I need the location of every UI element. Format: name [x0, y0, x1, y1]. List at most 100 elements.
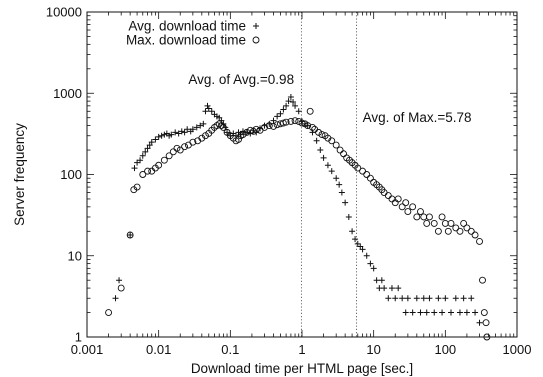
data-point-avg [295, 108, 302, 115]
y-tick-label: 1 [75, 330, 82, 345]
data-point-max [291, 117, 299, 125]
reference-lines [300, 12, 358, 337]
data-point-max [184, 141, 192, 149]
data-point-max [298, 119, 306, 127]
data-point-avg [476, 319, 483, 326]
data-point-avg [345, 213, 352, 220]
data-point-avg [463, 309, 470, 316]
x-tick-label: 0.1 [221, 342, 239, 357]
data-point-max [479, 276, 486, 284]
data-point-max [304, 122, 312, 130]
legend-label-avg: Avg. download time [128, 19, 246, 34]
data-point-max [363, 171, 371, 178]
data-point-max [332, 141, 340, 149]
data-point-max [467, 227, 475, 235]
data-point-avg [317, 147, 324, 154]
data-point-max [398, 203, 406, 211]
data-point-avg [352, 236, 359, 243]
data-point-avg [370, 265, 377, 272]
data-point-avg [283, 102, 290, 109]
data-point-avg [131, 165, 138, 172]
series-max-download-time [105, 107, 491, 341]
data-point-max [295, 117, 303, 125]
data-series [105, 93, 491, 341]
data-point-avg [472, 309, 479, 316]
data-point-avg [431, 309, 438, 316]
y-tick-labels: 1 10 100 1000 10000 [46, 5, 82, 345]
data-point-avg [116, 277, 123, 284]
data-point-avg [290, 99, 297, 106]
data-point-avg [442, 295, 449, 302]
x-tick-label: 1000 [503, 342, 532, 357]
data-point-avg [274, 113, 281, 120]
data-point-max [219, 123, 227, 131]
data-point-max [252, 125, 260, 133]
data-point-avg [287, 93, 294, 100]
data-point-avg [448, 309, 455, 316]
data-point-max [315, 128, 322, 136]
data-point-avg [381, 285, 388, 292]
data-point-max [463, 224, 471, 232]
legend-marker-avg [253, 23, 259, 29]
data-point-max [139, 171, 147, 178]
data-point-avg [342, 199, 349, 206]
data-point-max [388, 195, 396, 203]
data-point-avg [392, 295, 399, 302]
data-point-max [165, 152, 173, 160]
data-point-avg [426, 295, 433, 302]
data-point-avg [148, 139, 155, 146]
data-point-max [279, 119, 287, 127]
data-point-max [480, 309, 488, 316]
data-point-max [270, 123, 277, 130]
data-point-max [282, 118, 290, 126]
data-point-max [239, 131, 247, 139]
data-point-avg [456, 309, 463, 316]
data-point-avg [200, 120, 207, 127]
data-point-max [155, 161, 163, 169]
data-point-avg [423, 309, 430, 316]
data-point-avg [205, 105, 212, 112]
data-point-max [169, 148, 177, 156]
y-tick-label: 1000 [53, 86, 82, 101]
data-point-avg [112, 295, 119, 302]
data-point-avg [178, 128, 185, 135]
x-tick-label: 0.01 [146, 342, 171, 357]
data-point-avg [204, 102, 211, 109]
data-point-avg [349, 228, 356, 235]
legend: Avg. download time Max. download time [126, 19, 260, 48]
data-point-max [423, 219, 431, 227]
data-point-max [105, 309, 113, 316]
legend-circle-marker [252, 36, 260, 44]
legend-label-max: Max. download time [126, 33, 246, 48]
data-point-max [261, 123, 268, 131]
data-point-max [215, 120, 223, 128]
axis-ticks [86, 11, 518, 338]
data-point-max [309, 123, 316, 131]
data-point-max [328, 137, 336, 145]
data-point-max [471, 231, 479, 239]
data-point-avg [395, 285, 402, 292]
data-point-max [235, 136, 242, 143]
x-tick-label: 100 [434, 342, 456, 357]
data-point-avg [359, 246, 366, 253]
y-tick-label: 10000 [46, 5, 82, 20]
data-point-avg [168, 131, 175, 138]
data-point-max [126, 231, 134, 239]
data-point-max [265, 122, 273, 130]
data-point-max [460, 219, 468, 227]
annotation-avg-of-max: Avg. of Max.=5.78 [363, 110, 472, 125]
data-point-max [173, 144, 181, 152]
data-point-avg [202, 108, 209, 115]
data-point-max [354, 164, 362, 172]
data-point-avg [452, 295, 459, 302]
data-point-max [359, 167, 367, 175]
data-point-max [318, 131, 326, 139]
data-point-max [117, 284, 125, 292]
data-point-avg [413, 295, 420, 302]
data-point-avg [220, 120, 227, 127]
data-point-max [430, 219, 438, 227]
x-tick-label: 1 [298, 342, 305, 357]
data-point-avg [193, 124, 200, 131]
data-point-max [441, 219, 449, 227]
